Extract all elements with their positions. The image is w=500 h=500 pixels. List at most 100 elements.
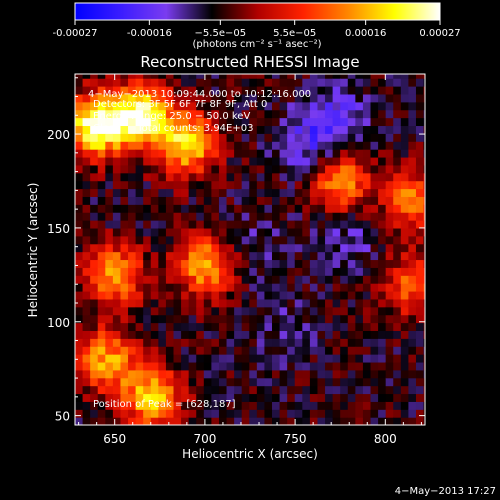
heatmap-cell [423,204,425,213]
heatmap-cell [400,401,410,410]
heatmap-cell [165,188,175,197]
heatmap-cell [97,267,106,276]
heatmap-cell [173,74,182,79]
colorbar-tick-label: -0.00016 [127,28,172,39]
heatmap-cell [362,275,372,284]
heatmap-cell [370,330,379,339]
heatmap-cell [218,377,228,387]
heatmap-cell [256,227,266,237]
heatmap-cell [135,125,144,134]
heatmap-cell [165,156,175,166]
heatmap-cell [294,164,303,174]
heatmap-cell [143,346,152,355]
heatmap-cell [135,314,144,324]
heatmap-cell [415,101,425,111]
plot-frame [74,73,426,426]
heatmap-cell [362,78,372,87]
heatmap-cell [408,86,417,95]
heatmap-cell [362,314,372,324]
heatmap-cell [234,243,243,253]
colorbar-tick-label: 0.00027 [419,28,460,39]
heatmap-cell [317,196,326,205]
heatmap-cell [203,338,212,347]
heatmap-cell [105,93,114,103]
heatmap-cell [415,354,425,363]
heatmap-cell [158,322,167,331]
x-tick-label: 700 [193,432,216,446]
heatmap-cell [128,314,137,324]
heatmap-cell [143,251,152,261]
heatmap-cell [75,156,84,166]
heatmap-cell [385,346,394,355]
heatmap-cell [400,133,410,142]
heatmap-cell [75,385,84,395]
heatmap-cell [105,385,114,395]
heatmap-cell [143,86,152,95]
heatmap-cell [256,196,266,205]
heatmap-cell [340,180,349,190]
heatmap-cell [317,78,326,87]
heatmap-cell [158,275,167,284]
heatmap-cell [309,283,319,292]
heatmap-cell [279,141,288,150]
heatmap-cell [302,346,311,355]
heatmap-cell [112,338,122,347]
heatmap-cell [196,156,205,166]
heatmap-cell [120,385,129,395]
heatmap-cell [135,196,144,205]
heatmap-cell [135,141,144,150]
heatmap-cell [150,361,159,371]
heatmap-cell [423,361,425,371]
heatmap-cell [143,354,152,363]
heatmap-cell [143,164,152,174]
heatmap-cell [135,361,144,371]
heatmap-cell [143,227,152,237]
heatmap-cell [97,93,106,103]
heatmap-cell [173,251,182,261]
heatmap-cell [302,86,311,95]
heatmap-cell [347,283,356,292]
heatmap-cell [249,259,258,268]
heatmap-cell [256,78,266,87]
heatmap-cell [211,401,220,410]
heatmap-cell [332,235,341,245]
heatmap-cell [355,338,364,347]
heatmap-cell [181,196,190,205]
heatmap-cell [423,393,425,402]
heatmap-cell [362,204,372,213]
heatmap-cell [249,401,258,410]
heatmap-cell [211,290,220,300]
heatmap-cell [347,377,356,387]
heatmap-cell [75,275,84,284]
heatmap-cell [181,322,190,331]
heatmap-cell [218,109,228,119]
heatmap-cell [309,393,319,402]
heatmap-cell [165,149,175,158]
heatmap-cell [415,125,425,134]
heatmap-cell [294,401,303,410]
heatmap-cell [75,180,84,190]
heatmap-cell [355,330,364,339]
heatmap-cell [120,369,129,379]
heatmap-cell [393,125,402,134]
heatmap-cell [287,306,296,316]
heatmap-cell [82,251,91,261]
heatmap-cell [325,149,334,158]
heatmap-cell [279,306,288,316]
heatmap-cell [309,227,319,237]
heatmap-cell [347,361,356,371]
heatmap-cell [120,78,129,87]
heatmap-cell [165,164,175,174]
heatmap-cell [241,204,250,213]
heatmap-cell [423,346,425,355]
heatmap-cell [294,227,303,237]
heatmap-cell [287,385,296,395]
heatmap-cell [347,401,356,410]
heatmap-cell [294,251,303,261]
heatmap-cell [188,235,197,245]
heatmap-cell [408,149,417,158]
heatmap-cell [135,117,144,127]
heatmap-cell [393,141,402,150]
heatmap-cell [234,133,243,142]
heatmap-cell [362,409,372,418]
